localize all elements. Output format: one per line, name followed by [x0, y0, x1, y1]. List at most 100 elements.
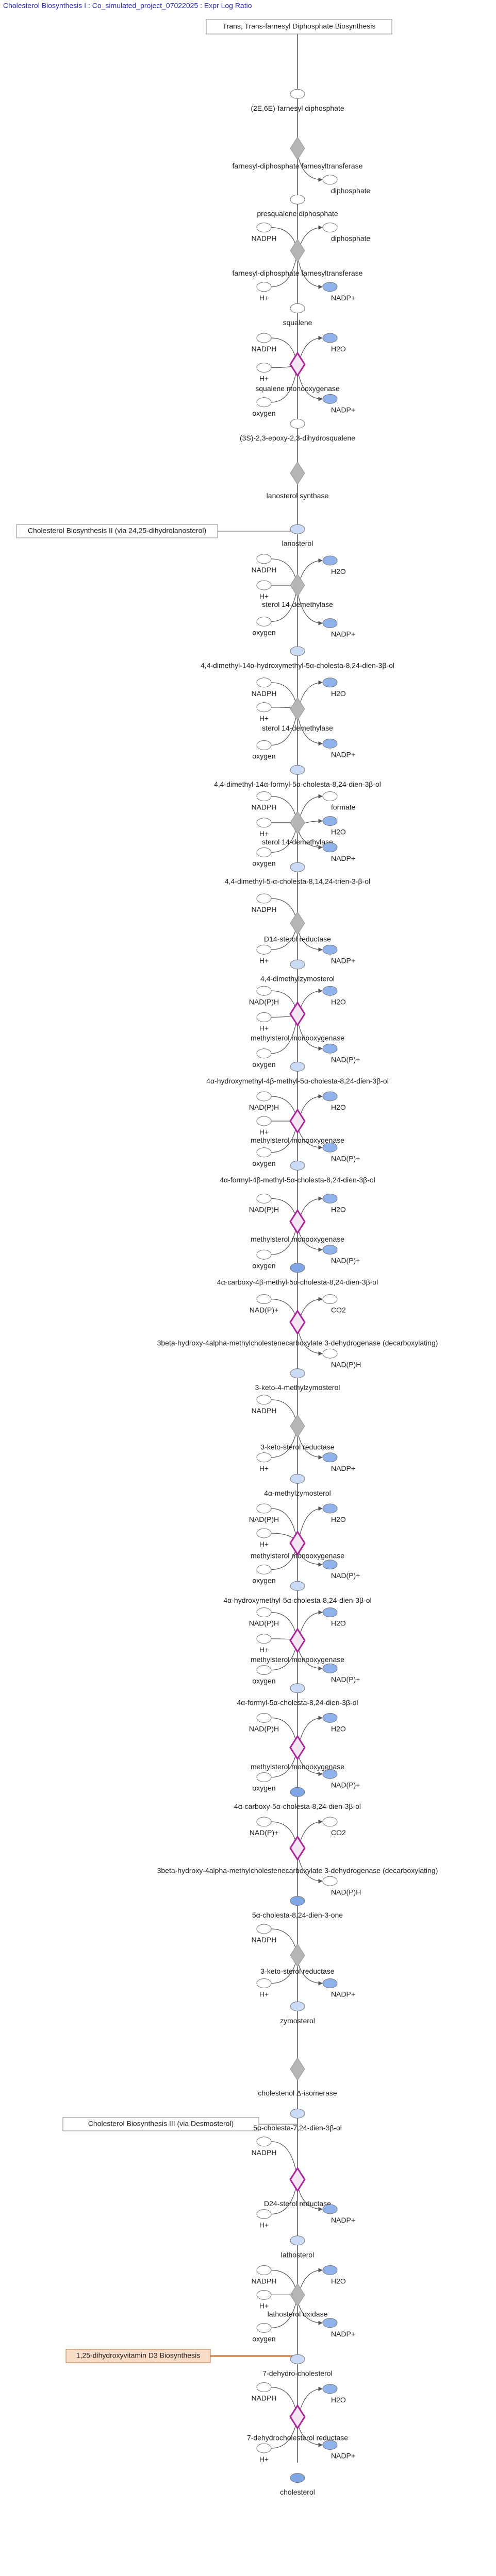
- cofactor-label: NAD(P)H: [249, 1515, 279, 1523]
- cofactor-label: oxygen: [252, 409, 275, 417]
- pathway-link[interactable]: Cholesterol Biosynthesis III (via Desmos…: [88, 2120, 234, 2128]
- cofactor-label: NADPH: [251, 803, 276, 811]
- metabolite-label: 5α-cholesta-7,24-dien-3β-ol: [253, 2124, 342, 2132]
- cofactor-node: [322, 282, 338, 292]
- metabolite-node: [290, 2354, 305, 2364]
- cofactor-label: H2O: [331, 1725, 346, 1733]
- metabolite-label: 5α-cholesta-8,24-dien-3-one: [252, 1911, 343, 1919]
- metabolite-node: [290, 1061, 305, 1072]
- cofactor-node: [256, 2137, 272, 2147]
- metabolite-node: [290, 2473, 305, 2483]
- cofactor-node: [322, 944, 338, 955]
- cofactor-node: [256, 1249, 272, 1260]
- cofactor-label: H2O: [331, 1515, 346, 1523]
- enzyme-label: lanosterol synthase: [267, 492, 329, 500]
- cofactor-node: [256, 1091, 272, 1101]
- cofactor-node: [322, 1876, 338, 1886]
- cofactor-label: H+: [259, 829, 269, 838]
- cofactor-label: NADPH: [251, 566, 276, 574]
- enzyme-label: D24-sterol reductase: [264, 2199, 331, 2208]
- cofactor-node: [256, 944, 272, 955]
- metabolite-label: 4,4-dimethylzymosterol: [260, 975, 335, 983]
- cofactor-label: NADPH: [251, 2277, 276, 2285]
- cofactor-node: [256, 363, 272, 373]
- cofactor-node: [256, 1452, 272, 1463]
- cofactor-node: [256, 2382, 272, 2393]
- cofactor-label: formate: [331, 803, 356, 811]
- cofactor-node: [256, 1048, 272, 1059]
- cofactor-label: NADPH: [251, 2394, 276, 2402]
- cofactor-label: NAD(P)H: [249, 997, 279, 1006]
- cofactor-node: [256, 1978, 272, 1989]
- reaction-diamond: [289, 1835, 306, 1861]
- cofactor-label: NADPH: [251, 2148, 276, 2157]
- cofactor-label: NADP+: [331, 2452, 355, 2460]
- cofactor-node: [256, 223, 272, 233]
- metabolite-node: [290, 1368, 305, 1379]
- pathway-link-box[interactable]: [206, 19, 392, 35]
- pathway-link[interactable]: Cholesterol Biosynthesis II (via 24,25-d…: [28, 527, 206, 535]
- cofactor-label: oxygen: [252, 1261, 275, 1269]
- reaction-diamond: [290, 239, 305, 263]
- cofactor-label: NADP+: [331, 750, 355, 758]
- metabolite-node: [290, 1787, 305, 1797]
- cofactor-label: NAD(P)+: [331, 1675, 360, 1684]
- cofactor-edge: [297, 590, 323, 625]
- reaction-diamond: [290, 461, 305, 485]
- metabolite-node: [290, 194, 305, 205]
- reaction-diamond: [290, 1414, 305, 1438]
- enzyme-label: sterol 14-demethylase: [262, 838, 333, 846]
- reaction-diamond: [289, 1209, 306, 1234]
- cofactor-node: [256, 1665, 272, 1675]
- metabolite-node: [290, 524, 305, 534]
- cofactor-node: [256, 2323, 272, 2333]
- cofactor-node: [256, 2290, 272, 2300]
- metabolite-label: zymosterol: [280, 2016, 315, 2025]
- cofactor-label: H+: [259, 1540, 269, 1548]
- cofactor-label: H+: [259, 1990, 269, 1998]
- cofactor-label: NADP+: [331, 1464, 355, 1472]
- cofactor-label: NADPH: [251, 689, 276, 698]
- enzyme-label: sterol 14-demethylase: [262, 724, 333, 732]
- cofactor-label: H+: [259, 956, 269, 964]
- pathway-link-box[interactable]: [16, 524, 218, 538]
- cofactor-node: [322, 175, 338, 185]
- metabolite-label: (3S)-2,3-epoxy-2,3-dihydrosqualene: [240, 434, 355, 442]
- cofactor-label: oxygen: [252, 1784, 275, 1792]
- metabolite-label: lanosterol: [282, 539, 313, 548]
- cofactor-node: [256, 580, 272, 590]
- cofactor-node: [322, 986, 338, 996]
- pathway-link[interactable]: 1,25-dihydroxyvitamin D3 Biosynthesis: [76, 2351, 200, 2360]
- cofactor-label: oxygen: [252, 1577, 275, 1585]
- cofactor-label: H+: [259, 2455, 269, 2463]
- cofactor-node: [256, 1193, 272, 1204]
- pathway-link-box[interactable]: [65, 2349, 211, 2363]
- enzyme-label: methylsterol monooxygenase: [251, 1235, 344, 1243]
- cofactor-node: [322, 618, 338, 629]
- cofactor-node: [322, 1607, 338, 1618]
- cofactor-node: [322, 1769, 338, 1779]
- cofactor-node: [256, 1634, 272, 1644]
- cofactor-label: NADPH: [251, 345, 276, 353]
- pathway-link[interactable]: Trans, Trans-farnesyl Diphosphate Biosyn…: [223, 22, 376, 30]
- metabolite-label: 4α-formyl-5α-cholesta-8,24-dien-3β-ol: [237, 1698, 358, 1706]
- reaction-diamond: [290, 2057, 305, 2081]
- cofactor-node: [256, 616, 272, 626]
- pathway-link-box[interactable]: [62, 2117, 259, 2131]
- enzyme-label: methylsterol monooxygenase: [251, 1762, 344, 1771]
- cofactor-node: [256, 1395, 272, 1405]
- cofactor-node: [322, 1663, 338, 1673]
- reaction-diamond: [289, 2404, 306, 2430]
- cofactor-label: NAD(P)+: [331, 1571, 360, 1580]
- cofactor-label: NAD(P)+: [331, 1781, 360, 1789]
- cofactor-label: H2O: [331, 345, 346, 353]
- cofactor-label: oxygen: [252, 1677, 275, 1685]
- cofactor-label: H2O: [331, 567, 346, 575]
- cofactor-label: H2O: [331, 1103, 346, 1111]
- metabolite-label: 4α-carboxy-5α-cholesta-8,24-dien-3β-ol: [234, 1802, 361, 1810]
- metabolite-node: [290, 2108, 305, 2119]
- cofactor-node: [322, 1817, 338, 1827]
- reaction-diamond: [290, 810, 305, 835]
- cofactor-node: [256, 986, 272, 996]
